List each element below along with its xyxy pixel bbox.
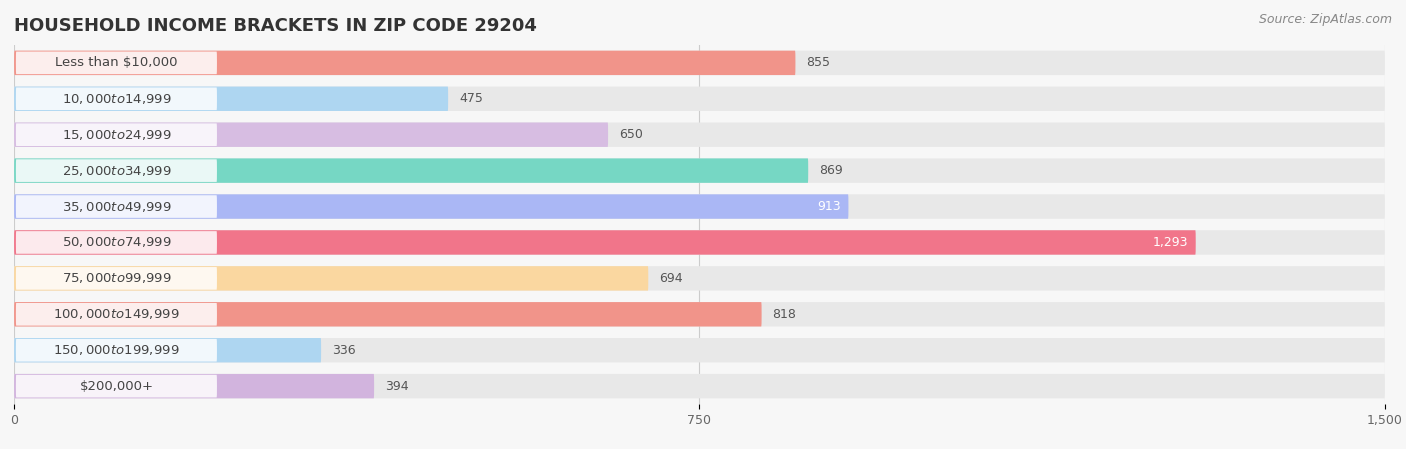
Text: $15,000 to $24,999: $15,000 to $24,999 [62,128,172,142]
FancyBboxPatch shape [14,302,762,326]
FancyBboxPatch shape [15,303,217,326]
FancyBboxPatch shape [15,375,217,397]
Text: $35,000 to $49,999: $35,000 to $49,999 [62,199,172,214]
FancyBboxPatch shape [15,195,217,218]
FancyBboxPatch shape [14,87,449,111]
Text: $75,000 to $99,999: $75,000 to $99,999 [62,271,172,286]
Text: 394: 394 [385,380,409,392]
FancyBboxPatch shape [15,52,217,74]
Text: 475: 475 [460,92,484,105]
FancyBboxPatch shape [15,123,217,146]
FancyBboxPatch shape [14,266,1385,291]
FancyBboxPatch shape [14,194,848,219]
FancyBboxPatch shape [15,339,217,361]
FancyBboxPatch shape [14,194,1385,219]
Text: Source: ZipAtlas.com: Source: ZipAtlas.com [1258,13,1392,26]
Bar [14,117,1385,153]
FancyBboxPatch shape [14,338,1385,362]
Bar [14,224,1385,260]
Bar [14,189,1385,224]
Text: $200,000+: $200,000+ [79,380,153,392]
Text: $50,000 to $74,999: $50,000 to $74,999 [62,235,172,250]
FancyBboxPatch shape [14,123,1385,147]
Text: 818: 818 [773,308,796,321]
FancyBboxPatch shape [14,230,1385,255]
Bar [14,368,1385,404]
Text: 1,293: 1,293 [1153,236,1188,249]
Bar [14,153,1385,189]
Bar [14,332,1385,368]
Bar [14,260,1385,296]
Text: 650: 650 [619,128,643,141]
FancyBboxPatch shape [14,123,609,147]
FancyBboxPatch shape [14,158,1385,183]
Text: $10,000 to $14,999: $10,000 to $14,999 [62,92,172,106]
Text: Less than $10,000: Less than $10,000 [55,57,177,69]
FancyBboxPatch shape [14,266,648,291]
Text: $100,000 to $149,999: $100,000 to $149,999 [53,307,180,321]
FancyBboxPatch shape [14,374,1385,398]
FancyBboxPatch shape [15,231,217,254]
FancyBboxPatch shape [14,230,1195,255]
FancyBboxPatch shape [14,87,1385,111]
Bar [14,45,1385,81]
Text: $150,000 to $199,999: $150,000 to $199,999 [53,343,180,357]
Bar [14,81,1385,117]
Text: HOUSEHOLD INCOME BRACKETS IN ZIP CODE 29204: HOUSEHOLD INCOME BRACKETS IN ZIP CODE 29… [14,17,537,35]
Text: 694: 694 [659,272,683,285]
FancyBboxPatch shape [14,51,796,75]
FancyBboxPatch shape [14,302,1385,326]
FancyBboxPatch shape [15,88,217,110]
FancyBboxPatch shape [14,338,321,362]
FancyBboxPatch shape [15,267,217,290]
FancyBboxPatch shape [14,158,808,183]
Bar [14,296,1385,332]
FancyBboxPatch shape [15,159,217,182]
FancyBboxPatch shape [14,374,374,398]
Text: 913: 913 [817,200,841,213]
Text: 869: 869 [820,164,844,177]
FancyBboxPatch shape [14,51,1385,75]
Text: 336: 336 [332,344,356,357]
Text: $25,000 to $34,999: $25,000 to $34,999 [62,163,172,178]
Text: 855: 855 [807,57,831,69]
